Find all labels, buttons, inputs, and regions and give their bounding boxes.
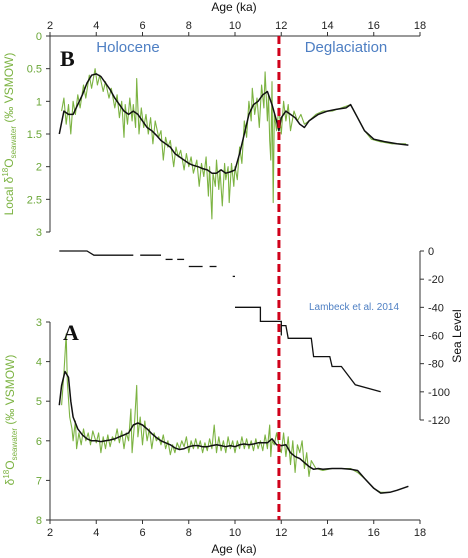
y-tick-label: 2: [36, 162, 42, 174]
y-axis-title-post: (‰ VSMOW): [3, 355, 17, 428]
top-x-tick-label: 2: [47, 20, 53, 32]
y-tick-label: 7: [36, 475, 42, 487]
y-axis-title-mid: O: [3, 460, 17, 469]
sea-level-tick-label: -100: [428, 387, 450, 399]
top-x-tick-label: 6: [139, 20, 145, 32]
y-tick-label: 1.5: [27, 129, 42, 141]
series-raw-line: [61, 68, 407, 220]
y-axis-title-sub: seawater: [9, 126, 18, 159]
top-x-tick-label: 14: [321, 20, 333, 32]
sea-level-segment: [235, 306, 381, 393]
y-axis-title-pre: δ: [3, 478, 17, 485]
shared-x-axes: 2 2 4 4 6 6 8 8 10 10 12 12 14 14 16 16 18 18 Age (ka) Age …: [47, 0, 426, 556]
lambeck-citation: Lambeck et al. 2014: [309, 302, 399, 313]
y-tick-label: 0.5: [27, 64, 42, 76]
top-x-tick-label: 10: [229, 20, 241, 32]
top-x-tick-label: 16: [368, 20, 380, 32]
y-tick-label: 5: [36, 396, 42, 408]
y-tick-label: 2.5: [27, 194, 42, 206]
panel-a-label: A: [63, 320, 79, 345]
panel-a-chart: 3 4 5 6 7 8 δ18Oseawater (‰ VSMOW) A: [2, 317, 409, 527]
bottom-x-tick-label: 10: [229, 527, 241, 539]
sea-level-chart: 0 -20 -40 -60 -80 -100 -120 Sea Level Lambeck et…: [59, 246, 464, 427]
bottom-x-tick-label: 16: [368, 527, 380, 539]
y-tick-label: 0: [36, 31, 42, 43]
y-axis-title: Local δ18Oseawater (‰ VSMOW): [1, 53, 18, 216]
sea-level-tick-label: -20: [428, 274, 444, 286]
y-axis-title-sup: 18: [1, 167, 10, 176]
sea-level-tick-label: -80: [428, 359, 444, 371]
y-axis-title-pre: Local δ: [2, 176, 16, 215]
deglaciation-label: Deglaciation: [305, 39, 388, 56]
sea-level-tick-label: -120: [428, 415, 450, 427]
bottom-x-tick-label: 12: [275, 527, 287, 539]
sea-level-tick-label: -60: [428, 331, 444, 343]
bottom-x-tick-label: 6: [139, 527, 145, 539]
sea-level-tick-label: 0: [428, 246, 434, 258]
bottom-x-tick-label: 8: [186, 527, 192, 539]
series-smoothed-line: [58, 73, 409, 174]
series-smoothed-line: [58, 370, 409, 494]
y-axis-title-sup: 18: [2, 469, 11, 478]
bottom-x-tick-label: 4: [93, 527, 99, 539]
y-axis-title-mid: O: [2, 158, 16, 167]
bottom-x-axis-title: Age (ka): [211, 542, 256, 556]
y-axis-title-post: (‰ VSMOW): [2, 53, 16, 126]
y-tick-label: 3: [36, 227, 42, 239]
panel-b-chart: 0 0.5 1 1.5 2 2.5 3 Local δ18Oseawater (‰ VSMOW…: [1, 31, 409, 239]
bottom-x-tick-label: 18: [414, 527, 426, 539]
top-x-tick-label: 18: [414, 20, 426, 32]
sea-level-tick-label: -40: [428, 302, 444, 314]
panel-b-label: B: [60, 46, 75, 71]
sea-level-axis-title: Sea Level: [450, 309, 464, 362]
top-x-tick-label: 4: [93, 20, 99, 32]
y-tick-label: 6: [36, 436, 42, 448]
y-tick-label: 3: [36, 317, 42, 329]
bottom-x-tick-label: 14: [321, 527, 333, 539]
series-raw-line: [61, 333, 390, 493]
top-x-axis-title: Age (ka): [211, 0, 256, 14]
y-tick-label: 1: [36, 96, 42, 108]
top-x-tick-label: 12: [275, 20, 287, 32]
holocene-label: Holocene: [96, 39, 159, 56]
y-axis-title: δ18Oseawater (‰ VSMOW): [2, 355, 19, 486]
y-axis-title-sub: seawater: [10, 428, 19, 461]
sea-level-segment: [59, 250, 134, 256]
bottom-x-tick-label: 2: [47, 527, 53, 539]
y-tick-label: 4: [36, 357, 42, 369]
top-x-tick-label: 8: [186, 20, 192, 32]
y-tick-label: 8: [36, 515, 42, 527]
